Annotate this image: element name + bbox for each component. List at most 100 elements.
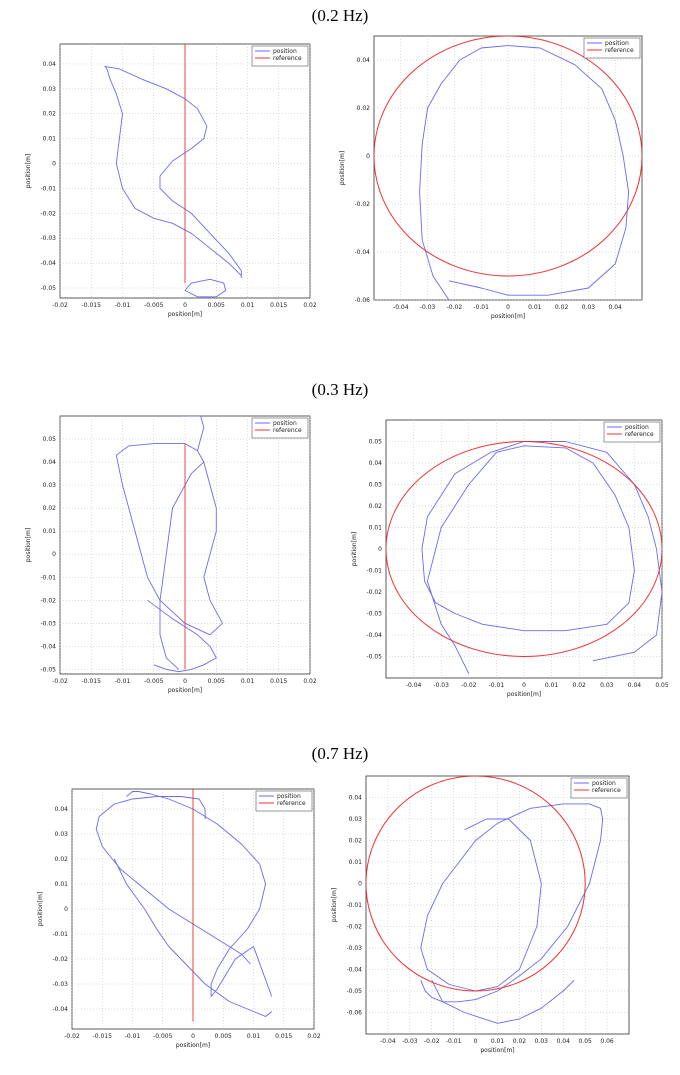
- x-tick-label: 0.01: [247, 1033, 261, 1040]
- x-axis-label: position[m]: [168, 311, 202, 318]
- x-tick-label: -0.015: [93, 1033, 113, 1040]
- y-tick-label: -0.01: [40, 185, 56, 192]
- y-tick-label: 0.01: [55, 881, 69, 888]
- x-tick-label: -0.02: [424, 1038, 440, 1045]
- y-tick-label: -0.02: [366, 589, 382, 596]
- series-group: [366, 776, 604, 1024]
- y-tick-label: -0.03: [366, 611, 382, 618]
- y-tick-label: 0: [358, 881, 362, 888]
- y-tick-label: 0: [366, 153, 370, 160]
- position-trace: [419, 45, 630, 300]
- x-tick-label: -0.005: [144, 302, 164, 309]
- position-trace: [126, 791, 273, 997]
- x-tick-label: 0.02: [307, 1033, 321, 1040]
- y-tick-label: 0.02: [43, 111, 57, 118]
- y-tick-label: -0.05: [366, 654, 382, 661]
- position-trace: [113, 858, 272, 1017]
- x-tick-label: -0.02: [447, 304, 463, 311]
- legend-label: position: [277, 793, 301, 800]
- x-tick-label: 0: [191, 1033, 195, 1040]
- x-tick-label: 0.04: [557, 1038, 571, 1045]
- y-tick-label: -0.04: [346, 967, 362, 974]
- y-tick-label: -0.05: [346, 988, 362, 995]
- y-tick-label: 0.04: [43, 459, 57, 466]
- x-tick-label: -0.03: [420, 304, 436, 311]
- trajectory-plot: -0.04 -0.03 -0.02 -0.01 0 0.01 0.02 0.03 0.04 0.0…: [331, 775, 630, 1054]
- x-tick-label: -0.005: [144, 678, 164, 685]
- y-tick-label: -0.03: [40, 620, 56, 627]
- y-tick-label: 0.02: [369, 503, 383, 510]
- x-tick-label: 0.01: [491, 1038, 505, 1045]
- y-tick-label: 0.02: [357, 105, 371, 112]
- reference-circle: [386, 441, 662, 657]
- x-tick-label: -0.04: [406, 682, 422, 689]
- position-trace: [104, 65, 242, 279]
- x-tick-label: 0: [506, 304, 510, 311]
- y-tick-label: -0.04: [40, 643, 56, 650]
- x-tick-label: 0.06: [600, 1038, 614, 1045]
- y-tick-label: 0.04: [43, 61, 57, 68]
- x-tick-label: 0.02: [303, 678, 317, 685]
- y-tick-label: -0.05: [40, 666, 56, 673]
- x-tick-label: -0.03: [402, 1038, 418, 1045]
- y-tick-label: 0.02: [43, 505, 57, 512]
- y-tick-label: -0.01: [40, 574, 56, 581]
- legend-label: reference: [605, 47, 634, 54]
- x-tick-label: -0.02: [461, 682, 477, 689]
- y-tick-label: 0.05: [369, 439, 383, 446]
- y-axis-label: position[m]: [331, 888, 338, 922]
- position-trace: [115, 416, 223, 670]
- position-trace: [420, 803, 604, 1003]
- y-tick-label: -0.02: [346, 924, 362, 931]
- x-tick-label: 0.015: [270, 678, 287, 685]
- y-tick-label: 0.01: [369, 525, 383, 532]
- y-tick-label: -0.03: [346, 945, 362, 952]
- x-axis-label: position[m]: [480, 1047, 514, 1054]
- y-tick-label: -0.05: [40, 285, 56, 292]
- x-axis-label: position[m]: [176, 1042, 210, 1049]
- y-axis-label: position[m]: [25, 528, 32, 562]
- x-tick-label: 0.04: [609, 304, 623, 311]
- legend-label: position: [592, 780, 616, 787]
- y-tick-label: 0.03: [369, 482, 383, 489]
- x-tick-label: 0.02: [555, 304, 569, 311]
- y-tick-label: 0.04: [357, 57, 371, 64]
- x-tick-label: 0.02: [513, 1038, 527, 1045]
- x-tick-label: 0.03: [535, 1038, 549, 1045]
- series-group: [115, 416, 223, 673]
- y-tick-label: 0.04: [349, 795, 363, 802]
- legend-label: position: [625, 424, 649, 431]
- y-tick-label: -0.06: [346, 1010, 362, 1017]
- legend-label: reference: [625, 431, 654, 438]
- position-trace: [184, 278, 227, 298]
- x-tick-label: 0.05: [655, 682, 669, 689]
- y-tick-label: -0.01: [366, 568, 382, 575]
- row-title: (0.2 Hz): [311, 6, 369, 25]
- y-tick-label: 0.02: [55, 856, 69, 863]
- y-tick-label: -0.02: [52, 956, 68, 963]
- x-tick-label: -0.02: [52, 678, 68, 685]
- y-tick-label: 0.01: [43, 528, 57, 535]
- x-tick-label: -0.015: [82, 678, 102, 685]
- y-tick-label: -0.06: [354, 297, 370, 304]
- y-axis-label: position[m]: [37, 892, 44, 926]
- x-tick-label: -0.01: [489, 682, 505, 689]
- x-tick-label: -0.02: [52, 302, 68, 309]
- y-tick-label: -0.03: [40, 235, 56, 242]
- x-tick-label: 0.03: [582, 304, 596, 311]
- legend-label: position: [273, 48, 297, 55]
- x-tick-label: 0.01: [528, 304, 542, 311]
- y-axis-label: position[m]: [339, 151, 346, 185]
- x-tick-label: -0.005: [153, 1033, 173, 1040]
- y-tick-label: 0.04: [369, 460, 383, 467]
- y-tick-label: -0.03: [52, 981, 68, 988]
- y-tick-label: 0.02: [349, 838, 363, 845]
- position-trace: [431, 979, 575, 1024]
- legend-label: reference: [592, 787, 621, 794]
- trajectory-plot: -0.04 -0.03 -0.02 -0.01 0 0.01 0.02 0.03 0.04 0.0…: [351, 419, 669, 698]
